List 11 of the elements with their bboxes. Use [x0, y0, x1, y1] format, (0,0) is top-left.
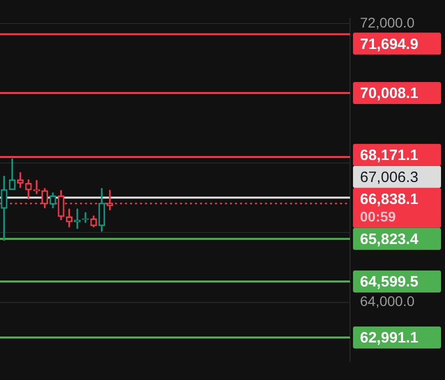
ref-line-label: 62,991.1 — [360, 330, 418, 347]
ref-line-label: 65,823.4 — [360, 230, 420, 248]
ref-line-label: 64,599.5 — [360, 274, 418, 291]
ref-line-label: 68,171.1 — [360, 146, 418, 164]
ref-line-label: 67,006.3 — [360, 168, 418, 186]
ref-line-label: 70,008.1 — [360, 85, 418, 102]
y-tick-label: 64,000.0 — [360, 293, 415, 310]
ref-line-label: 66,838.1 — [360, 190, 418, 208]
y-tick-label: 72,000.0 — [360, 14, 415, 30]
ref-line-label: 71,694.9 — [360, 36, 418, 53]
text: 00:59 — [360, 208, 396, 225]
